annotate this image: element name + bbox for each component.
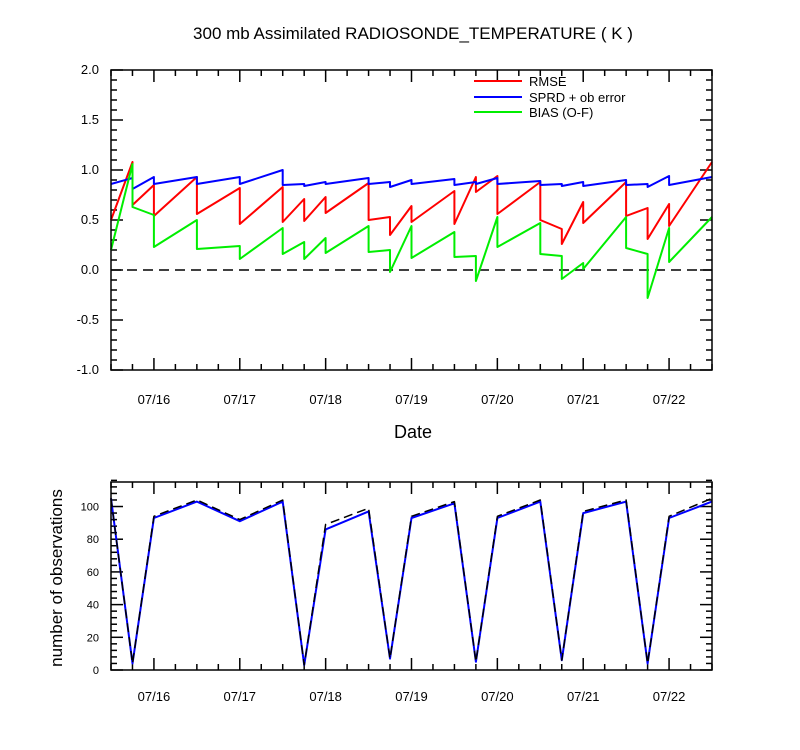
bot-x-tick-label: 07/17 xyxy=(224,689,257,704)
legend-label-rmse: RMSE xyxy=(529,74,567,89)
top-chart-frame xyxy=(110,69,713,371)
series-line-sprd-ob-error xyxy=(110,169,713,190)
series-line-assimilated-observations xyxy=(110,498,713,667)
top-x-tick-label: 07/21 xyxy=(567,392,600,407)
top-y-tick-label: 1.0 xyxy=(81,162,99,177)
bot-x-tick-label: 07/18 xyxy=(309,689,342,704)
top-y-tick-label: 0.0 xyxy=(81,262,99,277)
bot-x-tick-label: 07/19 xyxy=(395,689,428,704)
top-chart-title: 300 mb Assimilated RADIOSONDE_TEMPERATUR… xyxy=(193,24,633,43)
bot-x-tick-label: 07/16 xyxy=(138,689,171,704)
top-y-tick-label: -1.0 xyxy=(77,362,99,377)
bottom-chart-ylabel: number of observations xyxy=(47,489,66,667)
bottom-chart-frame xyxy=(110,481,713,671)
top-y-tick-label: -0.5 xyxy=(77,312,99,327)
top-y-tick-label: 0.5 xyxy=(81,212,99,227)
legend: RMSE SPRD + ob error BIAS (O-F) xyxy=(474,74,626,120)
top-y-tick-label: 1.5 xyxy=(81,112,99,127)
bot-y-tick-label: 0 xyxy=(93,665,99,677)
bot-x-tick-label: 07/21 xyxy=(567,689,600,704)
series-line-rmse xyxy=(110,161,713,245)
top-x-tick-label: 07/16 xyxy=(138,392,171,407)
bot-y-tick-label: 20 xyxy=(87,632,99,644)
series-line-total-observations xyxy=(110,497,713,666)
bot-x-tick-label: 07/22 xyxy=(653,689,686,704)
top-chart-xlabel: Date xyxy=(394,422,432,442)
top-x-tick-label: 07/17 xyxy=(224,392,257,407)
legend-label-sprd: SPRD + ob error xyxy=(529,90,626,105)
bot-x-tick-label: 07/20 xyxy=(481,689,514,704)
top-x-tick-label: 07/20 xyxy=(481,392,514,407)
bot-y-tick-label: 100 xyxy=(81,502,99,514)
bottom-chart: number of observations 07/16 07/17 07/18 07… xyxy=(47,479,713,704)
bot-y-tick-label: 80 xyxy=(87,534,99,546)
top-y-tick-label: 2.0 xyxy=(81,62,99,77)
top-x-tick-label: 07/22 xyxy=(653,392,686,407)
bot-y-tick-label: 40 xyxy=(87,600,99,612)
top-x-tick-label: 07/18 xyxy=(309,392,342,407)
legend-label-bias: BIAS (O-F) xyxy=(529,105,593,120)
top-x-tick-label: 07/19 xyxy=(395,392,428,407)
bot-y-tick-label: 60 xyxy=(87,567,99,579)
series-line-bias-o-f xyxy=(110,163,713,299)
top-chart: 300 mb Assimilated RADIOSONDE_TEMPERATUR… xyxy=(77,24,713,442)
